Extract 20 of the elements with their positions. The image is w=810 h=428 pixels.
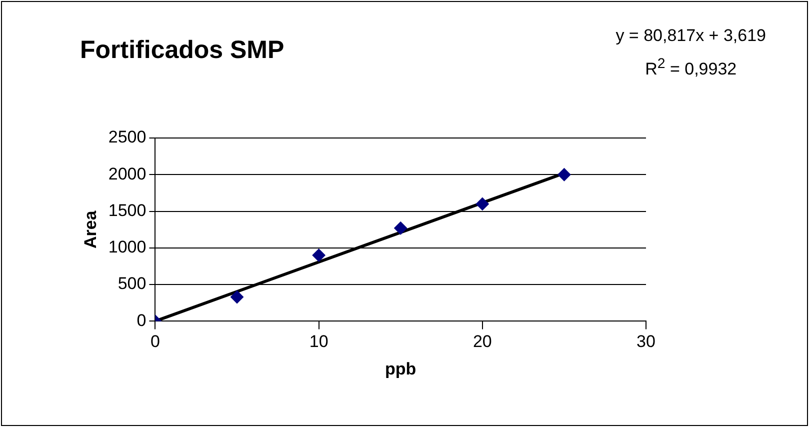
point (476, 197, 489, 210)
x-tick-label: 0 (150, 332, 160, 352)
x-tick-label: 20 (472, 332, 492, 352)
x-axis-title: ppb (385, 359, 416, 378)
x-tick-label: 30 (636, 332, 656, 352)
y-tick-label: 0 (136, 310, 146, 330)
y-tick-label: 2500 (108, 128, 146, 147)
point (230, 290, 244, 304)
point (558, 168, 571, 182)
point (312, 248, 326, 262)
y-tick-label: 1000 (108, 238, 146, 257)
y-axis-title: Area (80, 210, 100, 249)
y-tick-label: 1500 (108, 200, 146, 220)
chart-title: Fortificados SMP (80, 36, 284, 65)
y-tick-label: 500 (118, 274, 146, 294)
y-tick-label: 2000 (108, 164, 146, 184)
text: y = 80,817x + 3,619 (616, 25, 766, 47)
text: R$^{2}$ = 0,9932 (644, 55, 738, 81)
x-tick-label: 10 (309, 332, 328, 352)
point (394, 222, 408, 235)
